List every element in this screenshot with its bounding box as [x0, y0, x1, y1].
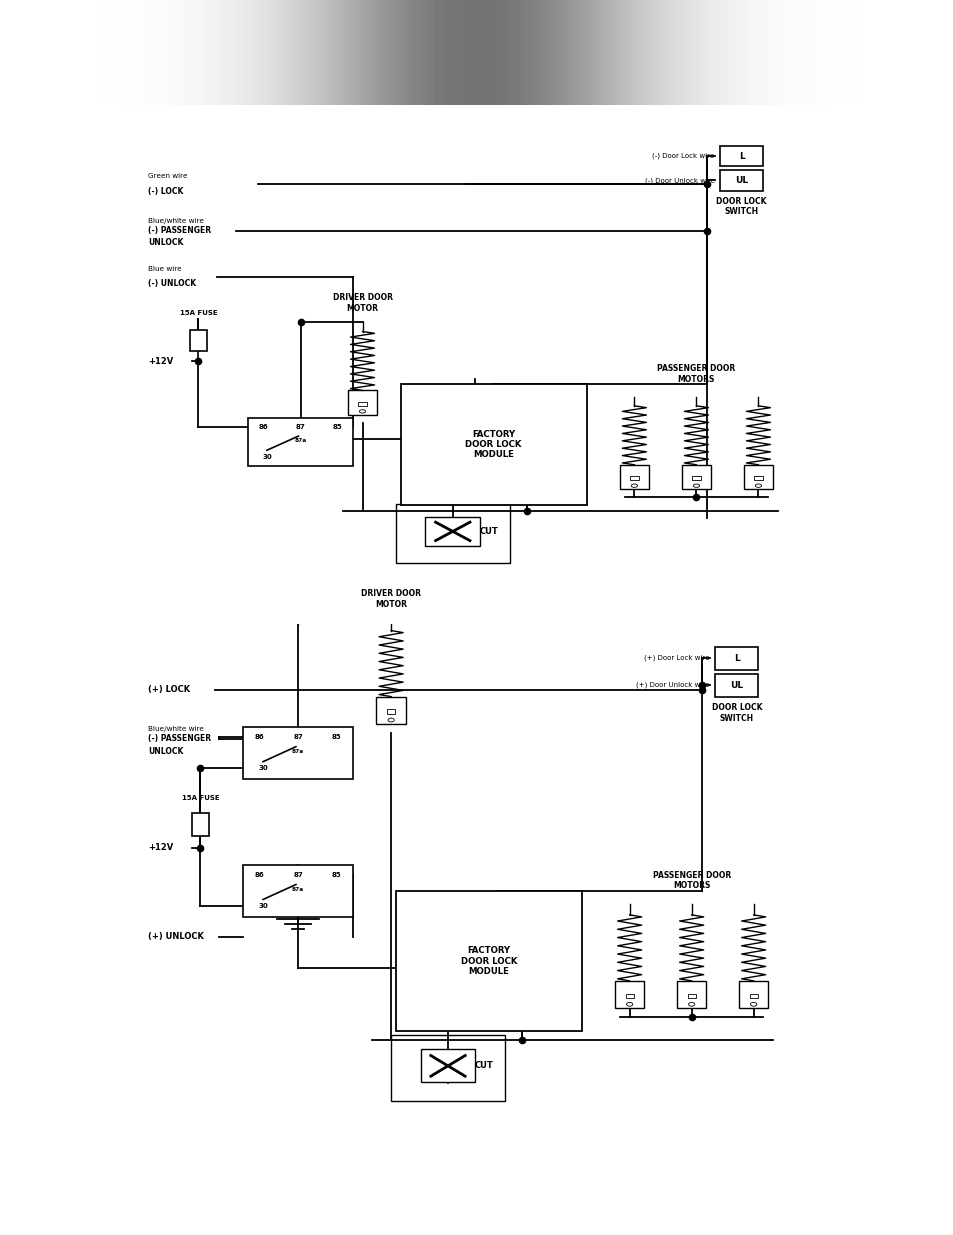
- Text: CUT: CUT: [479, 527, 497, 536]
- Text: 87: 87: [293, 872, 303, 878]
- Text: L: L: [733, 653, 740, 663]
- Bar: [692, 475, 700, 480]
- Bar: [192, 813, 209, 836]
- Text: 87a: 87a: [292, 887, 304, 892]
- Bar: [687, 993, 695, 998]
- Text: 87a: 87a: [292, 748, 304, 753]
- Bar: [425, 516, 479, 546]
- Bar: [400, 384, 586, 505]
- Text: DOOR LOCK
SWITCH: DOOR LOCK SWITCH: [711, 704, 761, 722]
- Bar: [243, 864, 353, 916]
- Text: CUT: CUT: [475, 1061, 493, 1071]
- Text: 86: 86: [258, 425, 269, 430]
- Bar: [190, 331, 207, 351]
- Text: FACTORY
DOOR LOCK
MODULE: FACTORY DOOR LOCK MODULE: [465, 430, 521, 459]
- Text: DOOR LOCK
SWITCH: DOOR LOCK SWITCH: [716, 196, 766, 216]
- Bar: [615, 981, 643, 1009]
- Text: 87: 87: [295, 425, 305, 430]
- Text: 15A FUSE: 15A FUSE: [181, 794, 219, 800]
- Bar: [739, 981, 767, 1009]
- Bar: [243, 727, 353, 779]
- Text: (+) LOCK: (+) LOCK: [148, 685, 190, 694]
- Text: L: L: [738, 152, 744, 161]
- Text: (+) Door Unlock wire: (+) Door Unlock wire: [636, 682, 709, 688]
- Text: DRIVER DOOR
MOTOR: DRIVER DOOR MOTOR: [361, 589, 420, 609]
- Text: UNLOCK: UNLOCK: [148, 238, 183, 247]
- Text: (-) PASSENGER: (-) PASSENGER: [148, 734, 211, 743]
- Bar: [720, 170, 762, 190]
- Bar: [625, 993, 633, 998]
- Text: 30: 30: [258, 766, 268, 772]
- Bar: [420, 1050, 475, 1082]
- Text: UL: UL: [735, 175, 747, 185]
- Text: 85: 85: [332, 425, 342, 430]
- Text: 87a: 87a: [294, 438, 306, 443]
- Text: (-) Door Unlock wire: (-) Door Unlock wire: [644, 177, 714, 184]
- Text: 15A FUSE: 15A FUSE: [179, 310, 217, 316]
- Text: (+) Door Lock wire: (+) Door Lock wire: [643, 655, 709, 662]
- Text: (-) Door Lock wire: (-) Door Lock wire: [652, 153, 714, 159]
- Bar: [619, 464, 648, 489]
- Text: PASSENGER DOOR
MOTORS: PASSENGER DOOR MOTORS: [657, 364, 735, 384]
- Text: PASSENGER DOOR
MOTORS: PASSENGER DOOR MOTORS: [652, 871, 730, 890]
- Bar: [630, 475, 638, 480]
- Text: +12V: +12V: [148, 357, 172, 366]
- Bar: [715, 647, 758, 669]
- Text: Green wire: Green wire: [148, 173, 187, 179]
- Text: 30: 30: [258, 903, 268, 909]
- Text: 87: 87: [293, 735, 303, 740]
- Text: (-) UNLOCK: (-) UNLOCK: [148, 279, 195, 288]
- Bar: [395, 890, 581, 1031]
- Bar: [348, 390, 376, 415]
- Bar: [395, 504, 510, 563]
- Bar: [743, 464, 772, 489]
- Text: UL: UL: [730, 680, 742, 689]
- Text: FACTORY
DOOR LOCK
MODULE: FACTORY DOOR LOCK MODULE: [460, 946, 517, 976]
- Text: (+) UNLOCK: (+) UNLOCK: [148, 932, 204, 941]
- Text: +12V: +12V: [148, 844, 172, 852]
- Bar: [715, 673, 758, 697]
- Bar: [376, 697, 405, 724]
- Bar: [677, 981, 705, 1009]
- Bar: [720, 146, 762, 167]
- Text: Blue wire: Blue wire: [148, 266, 181, 272]
- Text: Blue/white wire: Blue/white wire: [148, 726, 204, 731]
- Text: (-) PASSENGER: (-) PASSENGER: [148, 226, 211, 235]
- Text: 85: 85: [332, 735, 341, 740]
- Bar: [248, 417, 353, 467]
- Bar: [358, 401, 366, 406]
- Bar: [754, 475, 761, 480]
- Text: 86: 86: [254, 735, 264, 740]
- Text: DRIVER DOOR
MOTOR: DRIVER DOOR MOTOR: [333, 293, 392, 312]
- Bar: [681, 464, 710, 489]
- Text: 85: 85: [332, 872, 341, 878]
- Bar: [387, 709, 395, 714]
- Text: 30: 30: [262, 453, 272, 459]
- Text: (-) LOCK: (-) LOCK: [148, 186, 183, 196]
- Text: Blue/white wire: Blue/white wire: [148, 217, 204, 224]
- Bar: [749, 993, 757, 998]
- Text: UNLOCK: UNLOCK: [148, 747, 183, 756]
- Text: 86: 86: [254, 872, 264, 878]
- Bar: [391, 1035, 505, 1102]
